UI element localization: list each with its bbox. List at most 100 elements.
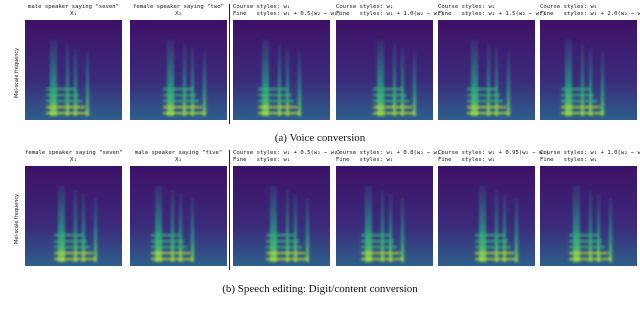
energy-streak xyxy=(401,198,404,262)
spectrogram-texture xyxy=(46,40,89,116)
spectrogram-texture xyxy=(163,40,206,116)
energy-streak xyxy=(503,194,506,262)
spectrogram-background xyxy=(540,166,637,266)
spectrogram xyxy=(233,166,330,266)
energy-streak xyxy=(66,44,69,116)
energy-streak xyxy=(306,198,309,262)
harmonic xyxy=(569,246,605,249)
harmonic xyxy=(467,88,497,91)
harmonic xyxy=(266,234,296,237)
energy-streak xyxy=(191,198,194,262)
energy-streak xyxy=(183,44,186,116)
panel-subtitle: Fine styles: w₁ xyxy=(233,157,291,163)
harmonic xyxy=(54,240,87,243)
harmonic xyxy=(258,88,288,91)
spectrogram xyxy=(130,166,227,266)
y-axis-label: Mel-scale frequency xyxy=(14,193,20,244)
panel-subtitle: Fine styles: w₁ xyxy=(540,157,598,163)
energy-streak xyxy=(589,48,592,116)
panel-subtitle: Fine styles: w₁ xyxy=(438,157,496,163)
harmonic xyxy=(467,100,503,103)
y-axis-label: Mel-scale frequency xyxy=(14,47,20,98)
energy-streak xyxy=(82,194,85,262)
energy-streak xyxy=(86,52,89,116)
harmonic xyxy=(46,88,76,91)
harmonic xyxy=(373,94,406,97)
panel-subtitle: Fine styles: w₁ xyxy=(336,157,394,163)
energy-streak xyxy=(58,186,65,262)
spectrogram-texture xyxy=(561,40,604,116)
harmonic xyxy=(258,112,300,115)
energy-streak xyxy=(167,40,174,116)
harmonic xyxy=(467,106,506,109)
harmonic xyxy=(373,88,403,91)
spectrogram-texture xyxy=(467,40,510,116)
harmonic xyxy=(561,100,597,103)
spectrogram xyxy=(25,20,122,120)
harmonic xyxy=(266,252,305,255)
energy-streak xyxy=(401,48,404,116)
harmonic xyxy=(475,258,517,261)
panel-subtitle: Fine styles: w₁ + 1.5(w₂ − w₁) xyxy=(438,11,546,17)
harmonic xyxy=(373,112,415,115)
harmonic xyxy=(475,252,514,255)
harmonic xyxy=(561,94,594,97)
energy-streak xyxy=(393,44,396,116)
spectrogram-texture xyxy=(54,186,97,262)
spectrogram-background xyxy=(25,20,122,120)
harmonic xyxy=(569,258,611,261)
harmonic xyxy=(467,94,500,97)
spectrogram-background xyxy=(130,20,227,120)
energy-streak xyxy=(191,48,194,116)
spectrogram xyxy=(233,20,330,120)
energy-streak xyxy=(589,190,592,262)
energy-streak xyxy=(203,52,206,116)
harmonic xyxy=(361,240,394,243)
panel-title: Course styles: w₁ + 0.8(w₂ − w₁) xyxy=(336,150,444,156)
energy-streak xyxy=(609,198,612,262)
harmonic xyxy=(151,240,184,243)
energy-streak xyxy=(471,40,478,116)
caption: (a) Voice conversion xyxy=(274,132,366,144)
energy-streak xyxy=(495,48,498,116)
harmonic xyxy=(151,234,181,237)
spectrogram-background xyxy=(438,20,535,120)
panel-subtitle: X₂ xyxy=(175,157,182,163)
panel-subtitle: Fine styles: w₁ + 1.0(w₂ − w₁) xyxy=(336,11,444,17)
panel-title: female speaker saying "two" xyxy=(133,4,224,10)
harmonic xyxy=(475,240,508,243)
spectrogram-texture xyxy=(266,186,309,262)
spectrogram xyxy=(130,20,227,120)
panel-subtitle: X₁ xyxy=(70,157,77,163)
panel-subtitle: X₂ xyxy=(175,11,182,17)
harmonic xyxy=(258,94,291,97)
harmonic xyxy=(163,88,193,91)
energy-streak xyxy=(94,198,97,262)
energy-streak xyxy=(74,190,77,262)
harmonic xyxy=(163,100,199,103)
energy-streak xyxy=(262,40,269,116)
spectrogram xyxy=(336,20,433,120)
energy-streak xyxy=(413,52,416,116)
panel-title: Course styles: w₁ xyxy=(336,4,394,10)
energy-streak xyxy=(365,186,372,262)
harmonic xyxy=(54,246,90,249)
harmonic xyxy=(258,100,294,103)
harmonic xyxy=(361,258,403,261)
harmonic xyxy=(54,252,93,255)
harmonic xyxy=(475,246,511,249)
energy-streak xyxy=(74,48,77,116)
energy-streak xyxy=(270,186,277,262)
energy-streak xyxy=(479,186,486,262)
panel-title: male speaker saying "seven" xyxy=(28,4,119,10)
energy-streak xyxy=(565,40,572,116)
harmonic xyxy=(54,258,96,261)
panel-title: male speaker saying "five" xyxy=(134,150,223,156)
panel-title: female speaker saying "seven" xyxy=(25,150,123,156)
harmonic xyxy=(151,246,187,249)
panel-subtitle: X₁ xyxy=(70,11,77,17)
spectrogram-background xyxy=(438,166,535,266)
panel-title: Course styles: w₁ + 0.5(w₂ − w₁) xyxy=(233,150,341,156)
